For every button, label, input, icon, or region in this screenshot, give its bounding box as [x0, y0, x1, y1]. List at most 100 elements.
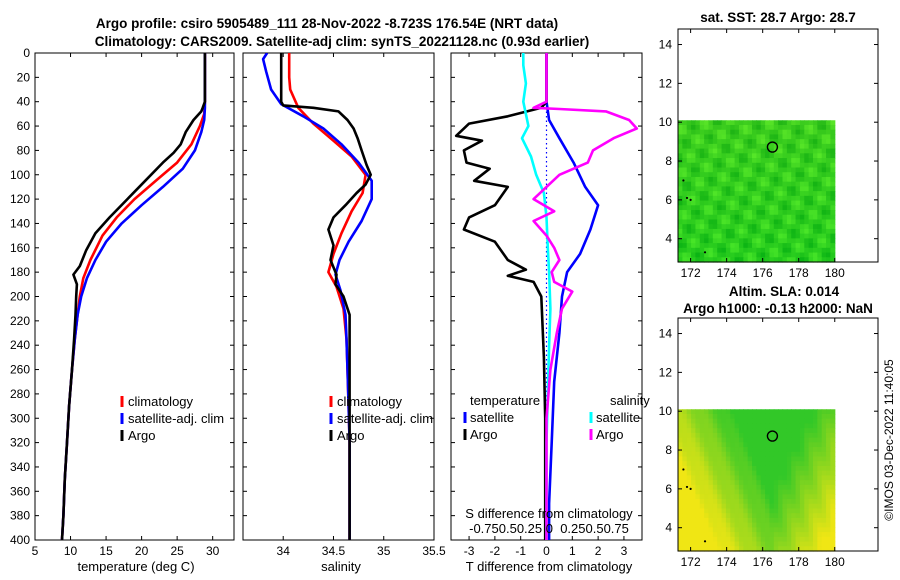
heatmap-cell	[821, 442, 827, 448]
heatmap-cell	[717, 522, 723, 528]
y-tick-label: 14	[659, 327, 673, 341]
heatmap-cell	[795, 456, 801, 462]
heatmap-cell	[799, 143, 805, 150]
heatmap-cell	[708, 238, 714, 244]
heatmap-cell	[782, 191, 788, 197]
heatmap-cell	[738, 480, 744, 486]
heatmap-cell	[765, 541, 771, 547]
heatmap-cell	[799, 247, 805, 254]
heatmap-cell	[826, 461, 831, 467]
heatmap-cell	[778, 470, 784, 476]
heatmap-cell	[799, 489, 805, 495]
heatmap-cell	[791, 233, 797, 239]
heatmap-cell	[799, 522, 805, 528]
heatmap-cell	[826, 517, 831, 524]
heatmap-cell	[826, 428, 831, 434]
heatmap-cell	[769, 522, 775, 528]
heatmap-cell	[808, 432, 814, 439]
heatmap-cell	[743, 508, 749, 514]
heatmap-cell	[786, 447, 792, 453]
heatmap-cell	[808, 219, 814, 225]
heatmap-cell	[799, 124, 805, 131]
heatmap-cell	[799, 191, 805, 197]
heatmap-cell	[826, 195, 831, 202]
x-tick-label: 34.5	[322, 544, 346, 558]
heatmap-cell	[760, 494, 766, 500]
heatmap-cell	[678, 210, 683, 216]
heatmap-cell	[712, 243, 718, 249]
heatmap-cell	[765, 447, 771, 453]
heatmap-cell	[760, 423, 766, 429]
heatmap-cell	[791, 536, 797, 543]
heatmap-cell	[773, 224, 779, 230]
heatmap-cell	[678, 503, 683, 510]
heatmap-cell	[773, 186, 779, 192]
heatmap-cell	[712, 470, 718, 476]
heatmap-cell	[730, 210, 736, 216]
heatmap-cell	[725, 186, 731, 192]
heatmap-cell	[826, 181, 831, 187]
heatmap-cell	[830, 470, 836, 476]
heatmap-cell	[830, 475, 836, 481]
heatmap-cell	[773, 532, 779, 538]
heatmap-cell	[778, 423, 784, 429]
heatmap-cell	[752, 158, 757, 164]
heatmap-cell	[769, 484, 775, 491]
heatmap-cell	[712, 228, 718, 235]
heatmap-cell	[699, 124, 705, 131]
heatmap-cell	[752, 214, 757, 221]
heatmap-cell	[799, 176, 805, 183]
heatmap-cell	[725, 475, 731, 481]
x-tick-label: 35	[377, 544, 391, 558]
heatmap-cell	[717, 167, 723, 173]
imos-timestamp: ©IMOS 03-Dec-2022 11:40:05	[882, 359, 896, 521]
heatmap-cell	[795, 228, 801, 235]
heatmap-cell	[791, 139, 797, 145]
heatmap-cell	[704, 494, 710, 500]
heatmap-cell	[760, 186, 766, 192]
heatmap-cell	[704, 409, 710, 415]
heatmap-cell	[817, 484, 823, 491]
heatmap-cell	[708, 423, 714, 429]
heatmap-cell	[752, 517, 757, 524]
heatmap-cell	[704, 124, 710, 131]
heatmap-cell	[699, 532, 705, 538]
heatmap-cell	[791, 541, 797, 547]
heatmap-cell	[734, 480, 740, 486]
heatmap-cell	[730, 447, 736, 453]
heatmap-cell	[799, 499, 805, 505]
heatmap-cell	[712, 409, 718, 415]
heatmap-cell	[765, 205, 771, 211]
heatmap-cell	[743, 546, 749, 552]
heatmap-cell	[730, 238, 736, 244]
heatmap-cell	[695, 418, 701, 425]
heatmap-cell	[812, 470, 818, 476]
heatmap-cell	[808, 437, 814, 443]
heatmap-cell	[721, 437, 727, 443]
heatmap-cell	[795, 120, 801, 126]
heatmap-cell	[804, 186, 810, 192]
heatmap-cell	[778, 513, 784, 519]
heatmap-cell	[747, 181, 753, 187]
heatmap-cell	[725, 451, 731, 458]
heatmap-cell	[782, 158, 788, 164]
heatmap-cell	[682, 134, 688, 140]
heatmap-cell	[817, 228, 823, 235]
heatmap-cell	[765, 499, 771, 505]
heatmap-cell	[826, 423, 831, 429]
heatmap-cell	[734, 428, 740, 434]
heatmap-cell	[786, 191, 792, 197]
heatmap-cell	[712, 181, 718, 187]
heatmap-cell	[786, 195, 792, 202]
heatmap-cell	[682, 489, 688, 495]
heatmap-cell	[791, 465, 797, 472]
heatmap-cell	[738, 148, 744, 154]
heatmap-cell	[804, 461, 810, 467]
heatmap-cell	[725, 120, 731, 126]
series-line-climatology	[287, 53, 367, 540]
heatmap-cell	[773, 517, 779, 524]
heatmap-cell	[830, 214, 836, 221]
heatmap-cell	[752, 470, 757, 476]
heatmap-cell	[769, 129, 775, 136]
heatmap-cell	[734, 186, 740, 192]
